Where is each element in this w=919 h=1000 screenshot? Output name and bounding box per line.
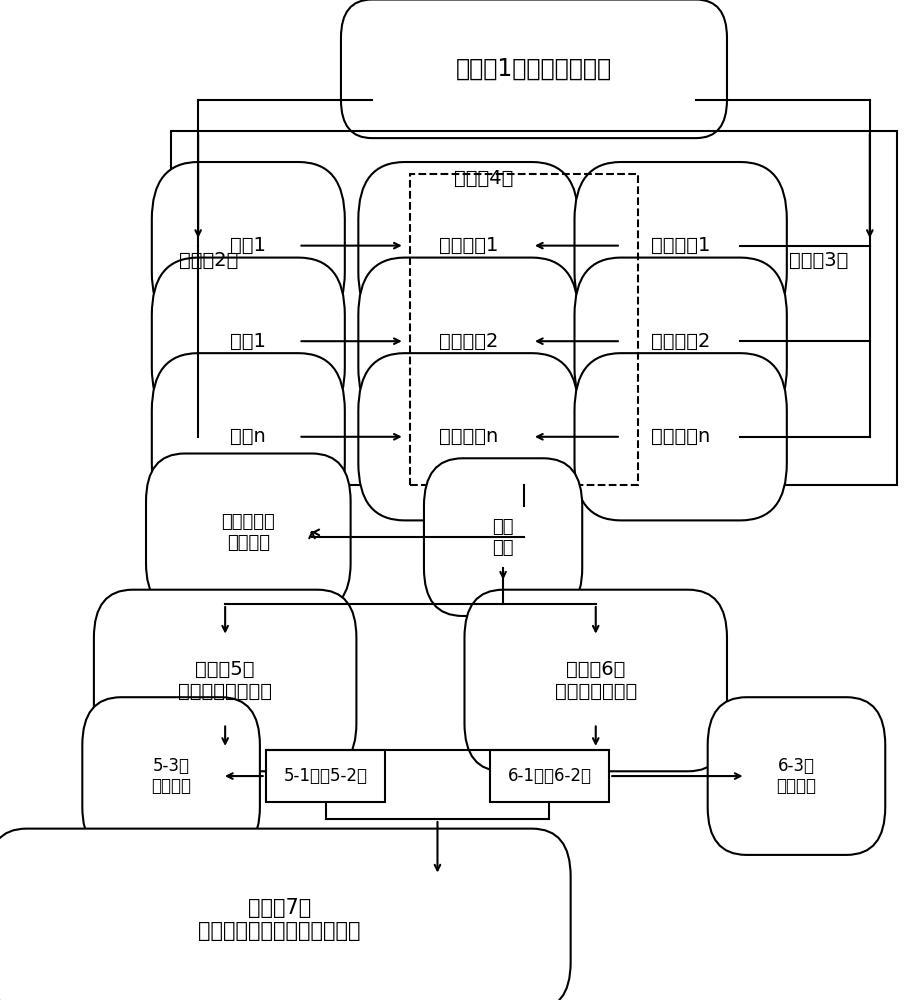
Text: 5-1类、5-2类: 5-1类、5-2类 bbox=[283, 767, 367, 785]
Bar bbox=[266, 750, 385, 802]
FancyBboxPatch shape bbox=[152, 258, 345, 425]
Text: 步骤（4）: 步骤（4） bbox=[454, 169, 513, 188]
Text: 有利相带n: 有利相带n bbox=[651, 427, 709, 446]
Text: 步骤（3）: 步骤（3） bbox=[788, 250, 847, 269]
Text: 有利相带2: 有利相带2 bbox=[651, 332, 709, 351]
Text: 叠合区域1: 叠合区域1 bbox=[438, 236, 497, 255]
FancyBboxPatch shape bbox=[357, 258, 578, 425]
Text: 层位n: 层位n bbox=[230, 427, 266, 446]
FancyBboxPatch shape bbox=[573, 258, 786, 425]
FancyBboxPatch shape bbox=[573, 353, 786, 520]
Bar bbox=[410, 174, 638, 485]
Text: 层位1: 层位1 bbox=[230, 332, 266, 351]
FancyBboxPatch shape bbox=[707, 697, 884, 855]
FancyBboxPatch shape bbox=[573, 162, 786, 329]
FancyBboxPatch shape bbox=[357, 162, 578, 329]
Bar bbox=[171, 131, 896, 485]
FancyBboxPatch shape bbox=[152, 353, 345, 520]
Text: 6-3类
终止评价: 6-3类 终止评价 bbox=[776, 757, 815, 795]
FancyBboxPatch shape bbox=[424, 458, 582, 616]
FancyBboxPatch shape bbox=[341, 0, 726, 138]
Text: 步骤（7）
有利成矿部位定位及级别划分: 步骤（7） 有利成矿部位定位及级别划分 bbox=[198, 898, 360, 941]
Text: 步骤（1）目标层位选取: 步骤（1）目标层位选取 bbox=[456, 57, 611, 81]
Text: 无叠合区域
终止评价: 无叠合区域 终止评价 bbox=[221, 513, 275, 552]
Text: 叠合区域2: 叠合区域2 bbox=[438, 332, 497, 351]
Bar bbox=[489, 750, 608, 802]
FancyBboxPatch shape bbox=[146, 454, 350, 611]
Text: 步骤（2）: 步骤（2） bbox=[178, 250, 238, 269]
FancyBboxPatch shape bbox=[82, 697, 259, 855]
FancyBboxPatch shape bbox=[464, 590, 726, 771]
Text: 有利相带1: 有利相带1 bbox=[651, 236, 709, 255]
Text: 叠合
区域: 叠合 区域 bbox=[492, 518, 514, 557]
FancyBboxPatch shape bbox=[357, 353, 578, 520]
Text: 6-1类、6-2类: 6-1类、6-2类 bbox=[507, 767, 591, 785]
Text: 步骤（5）
构造改造条件判定: 步骤（5） 构造改造条件判定 bbox=[178, 660, 272, 701]
Text: 5-3类
终止评价: 5-3类 终止评价 bbox=[151, 757, 191, 795]
FancyBboxPatch shape bbox=[94, 590, 356, 771]
FancyBboxPatch shape bbox=[0, 829, 570, 1000]
Text: 层位1: 层位1 bbox=[230, 236, 266, 255]
Text: 步骤（6）
地下水条件判定: 步骤（6） 地下水条件判定 bbox=[554, 660, 636, 701]
FancyBboxPatch shape bbox=[152, 162, 345, 329]
Text: 叠合区域n: 叠合区域n bbox=[438, 427, 497, 446]
